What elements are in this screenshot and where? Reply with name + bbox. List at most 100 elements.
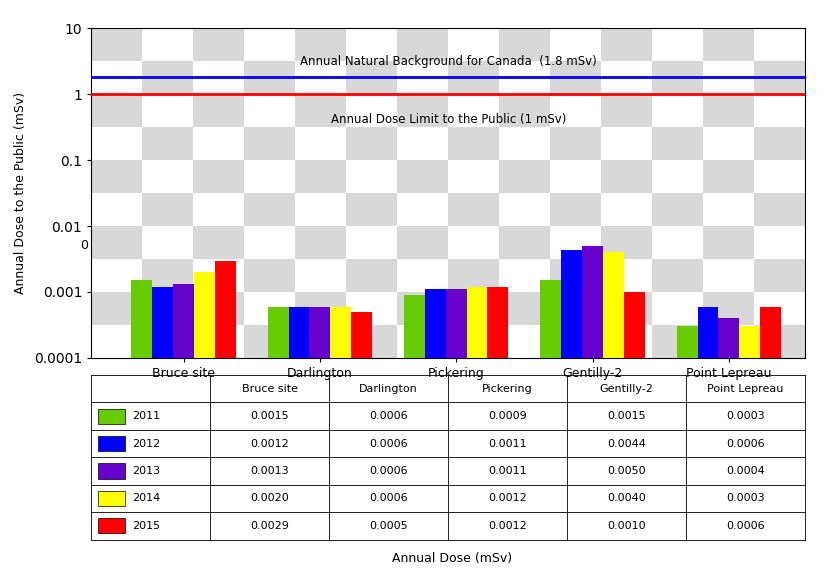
Bar: [398, 61, 448, 94]
Bar: [99, 463, 124, 478]
Bar: [601, 292, 652, 325]
Bar: [398, 94, 448, 127]
Bar: [398, 325, 448, 358]
Bar: [142, 292, 193, 325]
Bar: [703, 127, 754, 160]
Bar: [754, 94, 805, 127]
Bar: [295, 61, 346, 94]
Bar: [310, 307, 330, 568]
Text: 0.0011: 0.0011: [488, 438, 527, 449]
Bar: [193, 127, 244, 160]
Bar: [550, 259, 601, 292]
Bar: [448, 259, 499, 292]
Bar: [244, 61, 295, 94]
Bar: [499, 160, 550, 193]
Bar: [652, 292, 703, 325]
Bar: [99, 519, 124, 533]
Y-axis label: Annual Dose to the Public (mSv): Annual Dose to the Public (mSv): [14, 92, 27, 294]
Bar: [244, 160, 295, 193]
Text: 0.0050: 0.0050: [608, 466, 646, 476]
Text: 0.0003: 0.0003: [726, 494, 765, 503]
Bar: [346, 226, 398, 259]
Bar: [550, 226, 601, 259]
Bar: [603, 252, 624, 568]
Bar: [466, 287, 487, 568]
Bar: [448, 61, 499, 94]
Bar: [624, 292, 645, 568]
Bar: [330, 307, 351, 568]
Bar: [652, 226, 703, 259]
Text: Gentilly-2: Gentilly-2: [600, 383, 653, 394]
Text: 0.0012: 0.0012: [488, 521, 527, 531]
Bar: [295, 259, 346, 292]
Bar: [346, 160, 398, 193]
Bar: [550, 160, 601, 193]
Text: Annual Dose (mSv): Annual Dose (mSv): [393, 552, 512, 565]
Bar: [499, 292, 550, 325]
Bar: [561, 249, 582, 568]
Bar: [91, 325, 142, 358]
Bar: [601, 259, 652, 292]
Bar: [652, 160, 703, 193]
Bar: [215, 261, 236, 568]
Bar: [244, 226, 295, 259]
Bar: [719, 318, 740, 568]
Bar: [652, 94, 703, 127]
Bar: [295, 127, 346, 160]
Bar: [295, 292, 346, 325]
Text: 2011: 2011: [132, 411, 160, 421]
Bar: [295, 94, 346, 127]
Text: 0.0004: 0.0004: [726, 466, 765, 476]
Bar: [703, 94, 754, 127]
Bar: [601, 160, 652, 193]
Bar: [499, 28, 550, 61]
Bar: [703, 226, 754, 259]
Text: Pickering: Pickering: [482, 383, 533, 394]
Bar: [703, 193, 754, 226]
Bar: [448, 325, 499, 358]
Bar: [601, 226, 652, 259]
Bar: [754, 325, 805, 358]
Bar: [193, 292, 244, 325]
Bar: [754, 61, 805, 94]
Bar: [346, 28, 398, 61]
Bar: [142, 28, 193, 61]
Bar: [244, 259, 295, 292]
Text: Bruce site: Bruce site: [242, 383, 298, 394]
Bar: [601, 28, 652, 61]
Bar: [91, 160, 142, 193]
Text: 0.0006: 0.0006: [369, 438, 408, 449]
Text: 0.0040: 0.0040: [608, 494, 646, 503]
Bar: [295, 325, 346, 358]
Bar: [91, 94, 142, 127]
Bar: [193, 61, 244, 94]
Bar: [91, 127, 142, 160]
Bar: [346, 127, 398, 160]
Bar: [244, 28, 295, 61]
Bar: [448, 127, 499, 160]
Bar: [346, 193, 398, 226]
Bar: [398, 292, 448, 325]
Text: Annual Natural Background for Canada  (1.8 mSv): Annual Natural Background for Canada (1.…: [300, 55, 597, 68]
Bar: [142, 226, 193, 259]
Bar: [550, 127, 601, 160]
Bar: [142, 160, 193, 193]
Bar: [740, 327, 760, 568]
Bar: [499, 325, 550, 358]
Bar: [754, 160, 805, 193]
Bar: [193, 193, 244, 226]
Bar: [142, 193, 193, 226]
Bar: [91, 193, 142, 226]
Bar: [582, 246, 603, 568]
Text: 0.0012: 0.0012: [251, 438, 289, 449]
Bar: [99, 408, 124, 424]
Bar: [550, 61, 601, 94]
Text: Annual Dose Limit to the Public (1 mSv): Annual Dose Limit to the Public (1 mSv): [330, 113, 566, 126]
Text: 0.0020: 0.0020: [251, 494, 289, 503]
Bar: [91, 61, 142, 94]
Text: 2013: 2013: [132, 466, 160, 476]
Bar: [652, 259, 703, 292]
Bar: [703, 28, 754, 61]
Bar: [550, 28, 601, 61]
Bar: [652, 61, 703, 94]
